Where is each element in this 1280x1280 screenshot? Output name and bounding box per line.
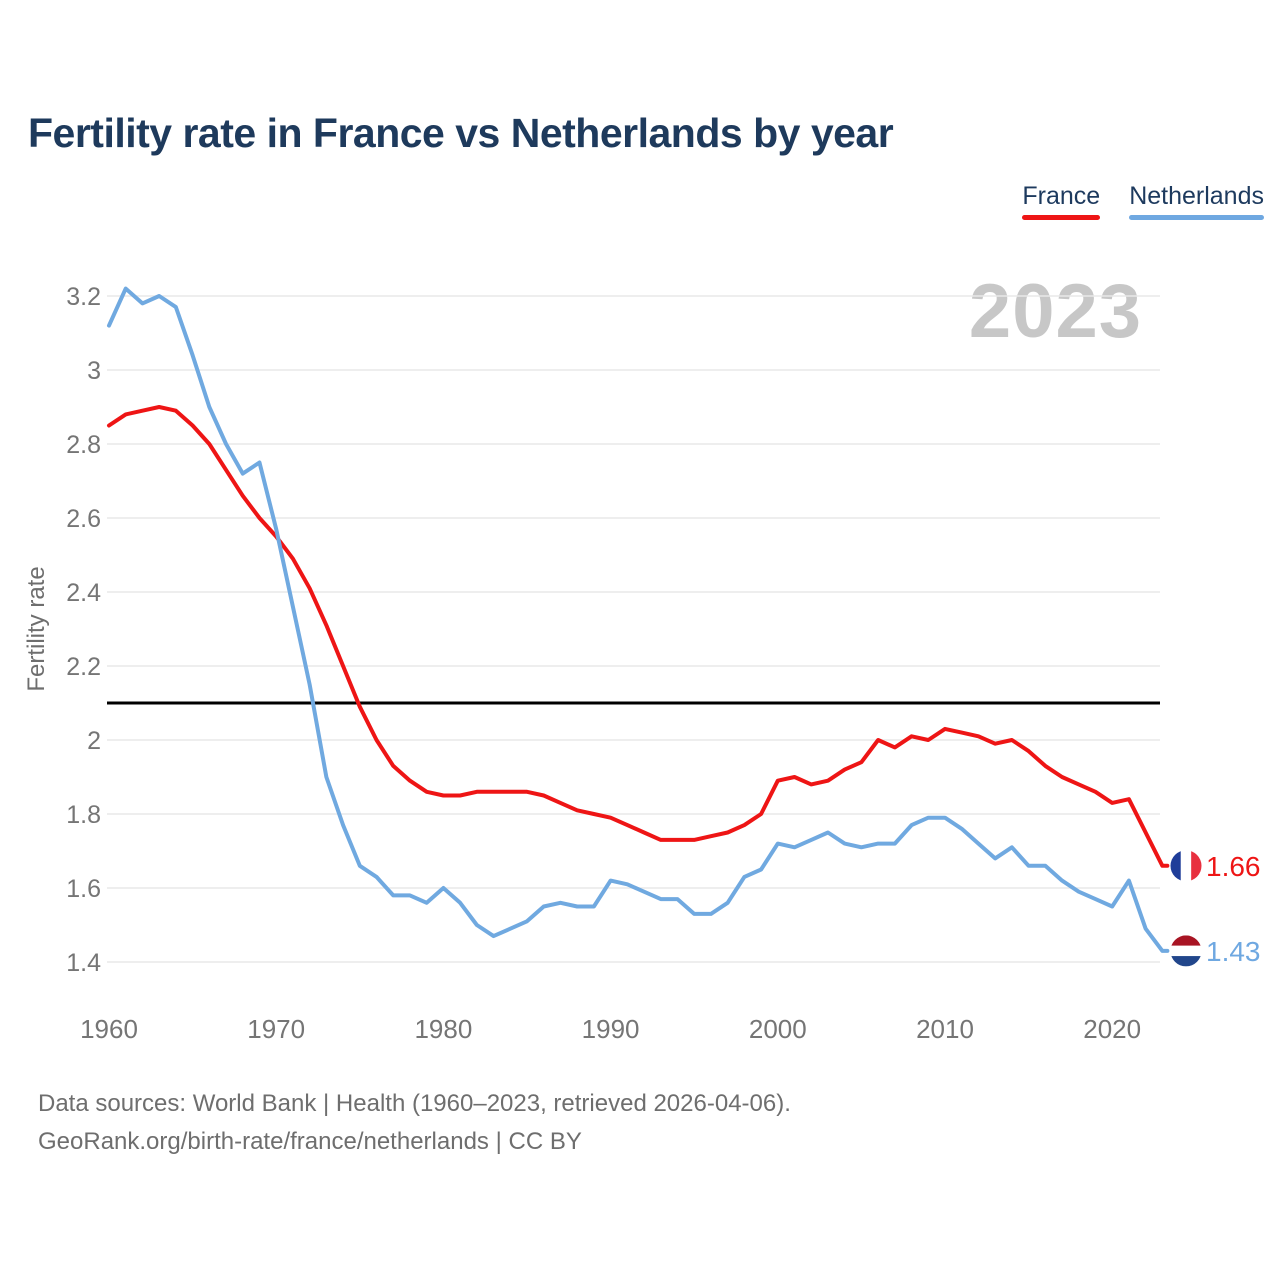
france-flag-icon bbox=[1170, 850, 1202, 882]
y-tick-label: 2.2 bbox=[66, 653, 101, 681]
x-tick-label: 2010 bbox=[916, 1014, 974, 1044]
legend-underline-netherlands bbox=[1129, 215, 1264, 220]
france-line bbox=[107, 405, 1170, 868]
x-tick-label: 1980 bbox=[414, 1014, 472, 1044]
y-tick-label: 3.2 bbox=[66, 283, 101, 311]
x-tick-label: 1990 bbox=[582, 1014, 640, 1044]
france-end-value: 1.66 bbox=[1206, 851, 1261, 882]
legend-label-france: France bbox=[1022, 182, 1101, 210]
legend-underline-france bbox=[1022, 215, 1101, 220]
y-tick-label: 2.4 bbox=[66, 579, 101, 607]
y-tick-label: 2.6 bbox=[66, 505, 101, 533]
y-tick-label: 2.8 bbox=[66, 431, 101, 459]
year-watermark: 2023 bbox=[968, 269, 1142, 354]
y-tick-label: 1.6 bbox=[66, 875, 101, 903]
netherlands-flag-icon bbox=[1170, 935, 1202, 967]
x-tick-label: 1960 bbox=[80, 1014, 138, 1044]
footer-attribution-line: GeoRank.org/birth-rate/france/netherland… bbox=[38, 1128, 582, 1155]
y-axis-label: Fertility rate bbox=[23, 566, 50, 691]
footer-sources-line: Data sources: World Bank | Health (1960–… bbox=[38, 1090, 791, 1117]
y-tick-label: 1.8 bbox=[66, 801, 101, 829]
legend: France Netherlands bbox=[1022, 182, 1264, 220]
netherlands-end-value: 1.43 bbox=[1206, 936, 1261, 967]
legend-item-netherlands: Netherlands bbox=[1129, 182, 1264, 220]
legend-item-france: France bbox=[1022, 182, 1101, 220]
x-tick-label: 2000 bbox=[749, 1014, 807, 1044]
x-tick-label: 2020 bbox=[1083, 1014, 1141, 1044]
y-tick-label: 3 bbox=[87, 357, 101, 385]
footer: Data sources: World Bank | Health (1960–… bbox=[38, 1085, 791, 1161]
chart-title: Fertility rate in France vs Netherlands … bbox=[28, 110, 894, 156]
x-tick-label: 1970 bbox=[247, 1014, 305, 1044]
legend-label-netherlands: Netherlands bbox=[1129, 182, 1264, 210]
y-tick-label: 1.4 bbox=[66, 949, 101, 977]
netherlands-line bbox=[107, 286, 1170, 953]
y-tick-label: 2 bbox=[87, 727, 101, 755]
